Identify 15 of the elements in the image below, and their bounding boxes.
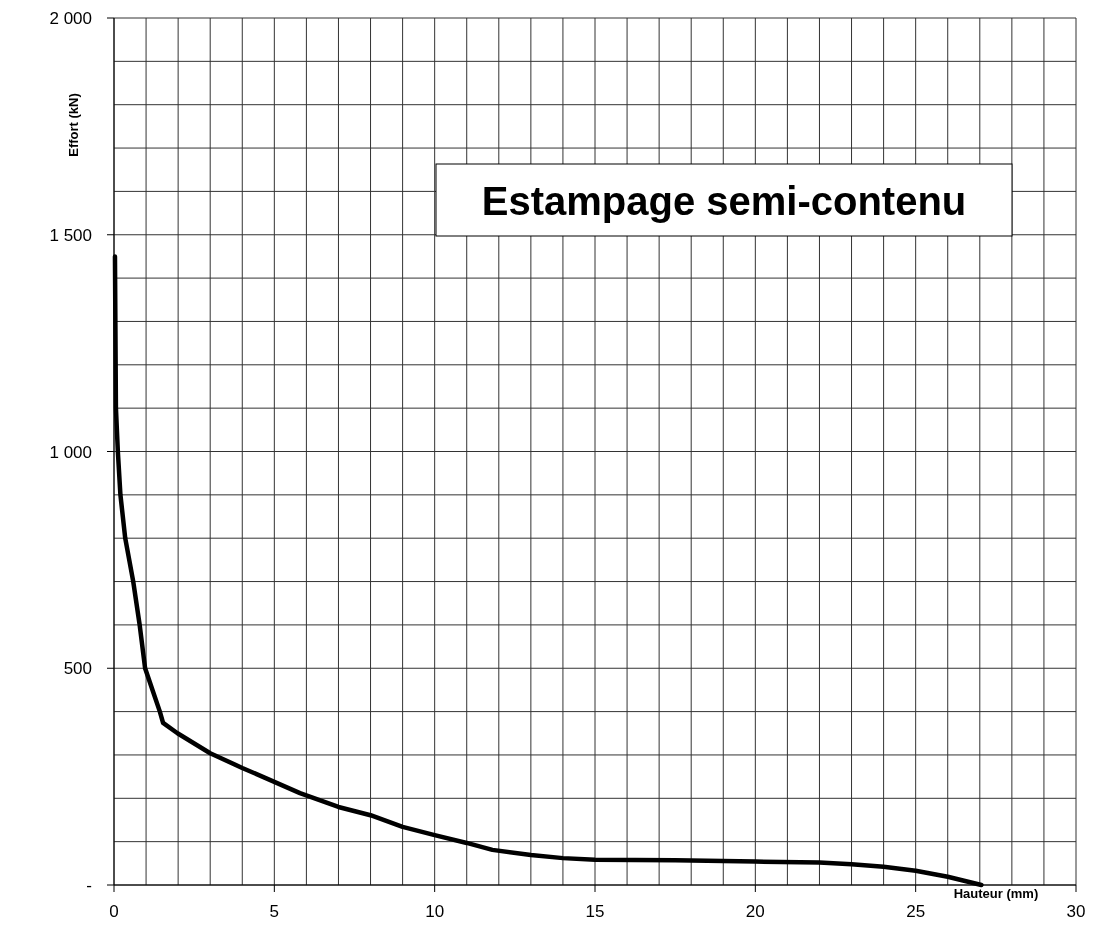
x-tick-label: 20 xyxy=(745,902,765,921)
y-axis-title: Effort (kN) xyxy=(66,93,81,157)
y-tick-label: 2 000 xyxy=(49,9,92,28)
text: Estampage semi-contenu xyxy=(481,179,967,223)
x-tick-label: 30 xyxy=(1066,902,1086,921)
x-axis-title: Hauteur (mm) xyxy=(953,886,1039,901)
y-tick-label: - xyxy=(86,876,92,895)
y-tick-label: 500 xyxy=(63,659,92,679)
x-tick-label: 0 xyxy=(109,902,119,921)
x-tick-label: 15 xyxy=(585,902,605,921)
x-tick-label: 10 xyxy=(425,902,445,921)
y-tick-label: 1 000 xyxy=(49,442,92,462)
x-tick-label: 25 xyxy=(906,902,926,921)
x-tick-label: 5 xyxy=(269,902,280,921)
y-tick-label: 1 500 xyxy=(49,225,92,245)
